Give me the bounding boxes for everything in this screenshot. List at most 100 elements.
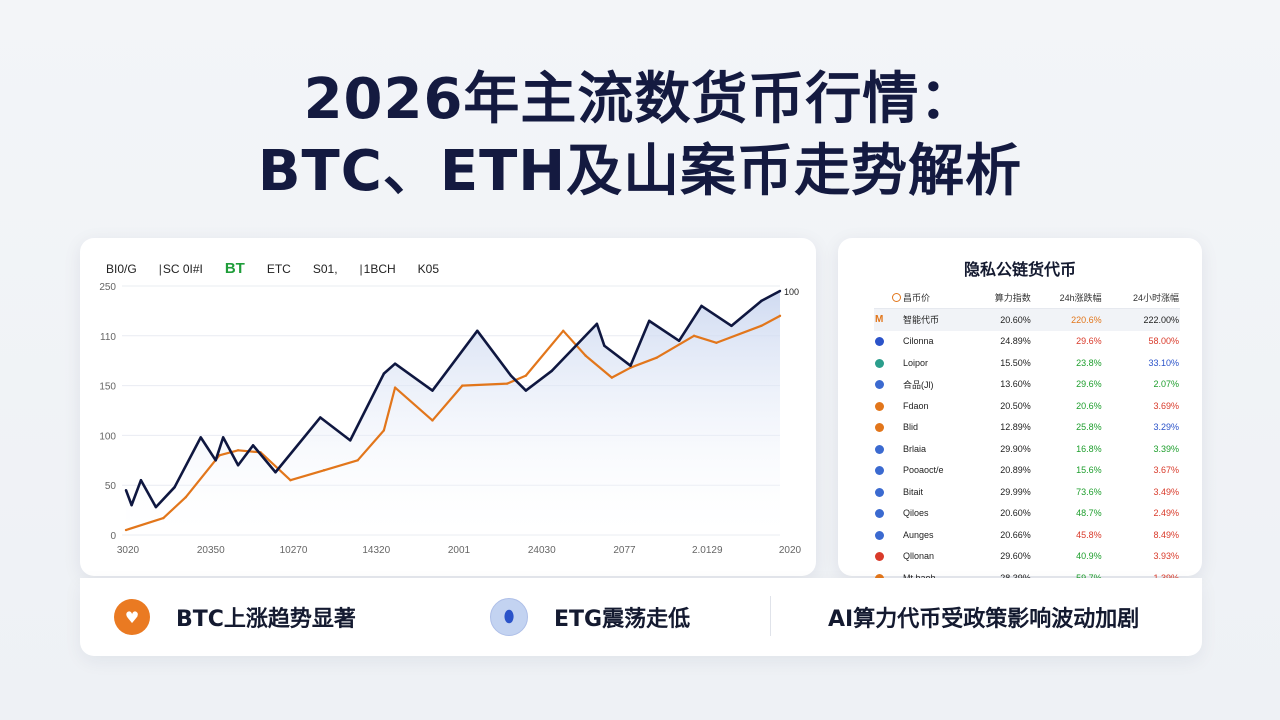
cell-name: 合品(Jl) xyxy=(903,379,934,390)
table-row[interactable]: Fdaon 20.50% 20.6% 3.69% xyxy=(874,395,1180,417)
cell-name: Bitait xyxy=(903,486,924,497)
cell-name: Loipor xyxy=(903,357,929,368)
cell-c1: 20.89% xyxy=(1000,465,1031,476)
data-point xyxy=(130,503,133,507)
data-point xyxy=(524,389,528,392)
cell-c1: 24.89% xyxy=(1000,336,1031,347)
coin-icon xyxy=(875,444,884,454)
end-value-label: 100 xyxy=(784,287,799,297)
table-row[interactable]: M 智能代币 20.60% 220.6% 222.00% xyxy=(874,308,1180,331)
cell-c1: 20.50% xyxy=(1000,400,1031,411)
table-row[interactable]: Blid 12.89% 25.8% 3.29% xyxy=(874,417,1180,439)
coin-tabs: BI0/G SC 0I#I BT ETC S01, 1BCH K05 xyxy=(106,260,439,277)
row-icon-cell xyxy=(874,438,902,460)
table-row[interactable]: Pooaoct/e 20.89% 15.6% 3.67% xyxy=(874,460,1180,482)
data-point xyxy=(173,485,176,489)
cell-c1: 29.99% xyxy=(1000,486,1031,497)
data-point xyxy=(509,374,513,377)
cell-c1: 20.60% xyxy=(970,308,1032,331)
summary-btc: ♥ BTC上涨趋势显著 xyxy=(114,578,356,656)
cell-name: Brlaia xyxy=(903,443,927,454)
row-icon-cell xyxy=(874,481,902,503)
table-row[interactable]: Cilonna 24.89% 29.6% 58.00% xyxy=(874,331,1180,353)
data-point xyxy=(655,356,658,359)
cell-c3: 8.49% xyxy=(1153,529,1179,540)
cell-c3: 3.49% xyxy=(1153,486,1179,497)
chart-tab-6[interactable]: K05 xyxy=(417,261,440,276)
table-row[interactable]: 合品(Jl) 13.60% 29.6% 2.07% xyxy=(874,374,1180,396)
chart-tab-0[interactable]: BI0/G xyxy=(106,261,137,276)
chart-tab-3[interactable]: ETC xyxy=(266,261,291,276)
table-row[interactable]: Qiloes 20.60% 48.7% 2.49% xyxy=(874,503,1180,525)
data-point xyxy=(595,322,599,326)
row-icon-cell xyxy=(874,460,902,482)
data-point xyxy=(289,479,292,482)
x-tick-label: 2020 xyxy=(779,545,802,556)
x-tick-label: 20350 xyxy=(197,545,225,556)
cell-c2: 48.7% xyxy=(1076,508,1102,519)
data-point xyxy=(760,324,763,328)
data-point xyxy=(214,459,217,462)
x-tick-label: 24030 xyxy=(528,545,556,556)
cell-c3: 3.69% xyxy=(1153,400,1179,411)
header-icon-cell xyxy=(874,286,902,309)
cell-c1: 28.39% xyxy=(971,567,1032,589)
token-table-card: 隐私公链货代币 昌币价 算力指数 24h涨跌幅 24小时涨幅 M 智能代币 20.6… xyxy=(838,238,1202,583)
row-icon-cell xyxy=(874,374,902,396)
data-point xyxy=(162,516,165,520)
coin-icon: M xyxy=(875,314,884,326)
row-icon-cell xyxy=(874,417,902,439)
data-point xyxy=(778,314,782,318)
cell-name: Pooaoct/e xyxy=(903,465,944,476)
cell-c3: 58.00% xyxy=(1148,336,1179,347)
cell-c2: 23.8% xyxy=(1076,357,1102,368)
cell-c1: 20.60% xyxy=(1000,508,1031,519)
chart-tab-1[interactable]: SC 0I#I xyxy=(159,262,203,276)
data-point xyxy=(648,319,651,323)
table-header-row: 昌币价 算力指数 24h涨跌幅 24小时涨幅 xyxy=(874,286,1180,309)
data-point xyxy=(431,419,434,422)
data-point xyxy=(356,459,359,462)
cell-c3: 2.07% xyxy=(1153,379,1179,390)
data-point xyxy=(236,464,240,467)
table-row[interactable]: Loipor 15.50% 23.8% 33.10% xyxy=(874,352,1180,374)
chart-tab-4[interactable]: S01, xyxy=(312,261,338,276)
data-point xyxy=(221,436,225,439)
x-tick-label: 2001 xyxy=(448,545,471,556)
row-icon-cell xyxy=(874,331,902,353)
x-tick-label: 2077 xyxy=(613,545,636,556)
coin-icon xyxy=(875,487,884,497)
row-icon-cell: M xyxy=(874,308,902,331)
x-tick-label: 3020 xyxy=(117,545,140,556)
cell-c3: 1.39% xyxy=(1103,567,1180,589)
cell-name: Mt.baoh xyxy=(902,567,971,589)
shield-icon: ⬮ xyxy=(490,598,528,636)
cell-name: Aunges xyxy=(903,529,934,540)
data-point xyxy=(349,439,352,442)
data-point xyxy=(629,366,632,369)
row-icon-cell xyxy=(874,395,902,417)
cell-c2: 25.8% xyxy=(1076,422,1102,433)
price-chart-card: BI0/G SC 0I#I BT ETC S01, 1BCH K05 0 50 100 150 11… xyxy=(80,238,816,576)
table-title: 隐私公链货代币 xyxy=(963,260,1076,279)
cell-c2: 15.6% xyxy=(1076,465,1102,476)
cell-c1: 12.89% xyxy=(1000,422,1031,433)
row-icon-cell xyxy=(874,524,902,546)
cell-c2: 45.8% xyxy=(1076,529,1102,540)
table-row[interactable]: Brlaia 29.90% 16.8% 3.39% xyxy=(874,438,1180,460)
row-icon-cell xyxy=(874,352,902,374)
chart-tab-5[interactable]: 1BCH xyxy=(360,262,396,276)
table-row[interactable]: Qllonan 29.60% 40.9% 3.93% xyxy=(874,546,1180,568)
data-point xyxy=(393,362,397,365)
heart-icon: ♥ xyxy=(114,599,150,635)
summary-btc-label: BTC上涨趋势显著 xyxy=(176,607,356,632)
cell-name: Fdaon xyxy=(903,400,929,411)
y-tick-label: 100 xyxy=(99,431,116,442)
cell-c1: 15.50% xyxy=(1000,357,1031,368)
table-row[interactable]: Bitait 29.99% 73.6% 3.49% xyxy=(874,481,1180,503)
data-point xyxy=(562,329,565,333)
y-tick-label: 50 xyxy=(105,481,117,492)
table-row[interactable]: Aunges 20.66% 45.8% 8.49% xyxy=(874,524,1180,546)
cell-c1: 29.90% xyxy=(1000,443,1031,454)
chart-tab-2[interactable]: BT xyxy=(224,260,245,277)
